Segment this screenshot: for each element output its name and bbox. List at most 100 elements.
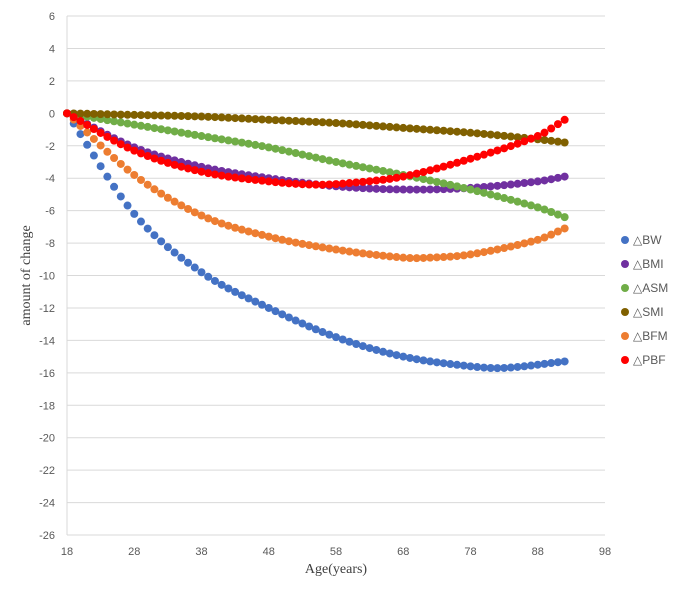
data-point <box>553 120 562 129</box>
data-point <box>466 250 475 259</box>
data-point <box>298 180 307 189</box>
data-point <box>560 172 569 181</box>
legend-label: △BMI <box>633 257 664 271</box>
data-point <box>358 342 367 351</box>
data-point <box>136 175 145 184</box>
data-point <box>493 245 502 254</box>
data-point <box>439 253 448 262</box>
data-point <box>190 263 199 272</box>
data-point <box>419 125 428 134</box>
data-point <box>426 166 435 175</box>
data-point <box>190 208 199 217</box>
data-point <box>513 179 522 188</box>
y-tick-label: -6 <box>45 206 55 218</box>
data-point <box>237 138 246 147</box>
data-point <box>298 239 307 248</box>
data-point <box>365 164 374 173</box>
data-point <box>345 119 354 128</box>
data-point <box>453 127 462 136</box>
data-point <box>399 172 408 181</box>
data-point <box>453 252 462 261</box>
data-point <box>527 361 536 370</box>
data-point <box>338 335 347 344</box>
data-point <box>533 203 542 212</box>
data-point <box>412 254 421 263</box>
data-point <box>89 151 98 160</box>
data-point <box>130 170 139 179</box>
y-tick-label: -18 <box>39 400 55 412</box>
data-point <box>116 192 125 201</box>
data-point <box>123 165 132 174</box>
data-point <box>365 177 374 186</box>
data-point <box>547 208 556 217</box>
data-point <box>264 232 273 241</box>
data-point <box>540 205 549 214</box>
data-point <box>305 180 314 189</box>
data-point <box>318 180 327 189</box>
data-point <box>210 170 219 179</box>
y-axis-title: amount of change <box>19 225 34 325</box>
data-point <box>479 188 488 197</box>
data-point <box>520 239 529 248</box>
data-point <box>513 139 522 148</box>
data-point <box>284 313 293 322</box>
data-point <box>419 185 428 194</box>
x-tick-label: 28 <box>128 546 140 558</box>
data-point <box>486 363 495 372</box>
data-point <box>426 253 435 262</box>
data-point <box>278 146 287 155</box>
data-point <box>439 179 448 188</box>
data-point <box>244 227 253 236</box>
data-point <box>533 235 542 244</box>
data-point <box>291 238 300 247</box>
data-point <box>298 319 307 328</box>
data-point <box>560 224 569 233</box>
y-tick-label: -24 <box>39 498 55 510</box>
data-point <box>244 175 253 184</box>
data-point <box>217 219 226 228</box>
data-point <box>83 128 92 137</box>
x-tick-label: 88 <box>532 546 544 558</box>
data-point <box>150 124 159 133</box>
data-point <box>513 240 522 249</box>
x-tick-label: 98 <box>599 546 611 558</box>
data-point <box>405 185 414 194</box>
data-point <box>258 142 267 151</box>
data-point <box>332 119 340 128</box>
data-point <box>305 241 314 250</box>
data-point <box>210 113 219 122</box>
data-point <box>453 182 462 191</box>
data-point <box>332 333 340 342</box>
data-point <box>163 126 172 135</box>
data-point <box>251 229 260 238</box>
data-point <box>163 193 172 202</box>
data-point <box>69 113 78 122</box>
data-point <box>197 167 206 176</box>
data-point <box>237 174 246 183</box>
data-point <box>96 110 105 119</box>
data-point <box>426 176 435 185</box>
data-point <box>271 116 280 125</box>
data-point <box>540 233 549 242</box>
data-point <box>63 109 71 118</box>
data-point <box>473 363 482 372</box>
data-point <box>150 154 159 163</box>
data-point <box>486 182 495 191</box>
data-point <box>204 214 213 223</box>
data-point <box>271 144 280 153</box>
x-axis-title: Age(years) <box>305 562 368 577</box>
data-point <box>405 254 414 263</box>
data-point <box>486 148 495 157</box>
data-point <box>284 179 293 188</box>
data-point <box>332 245 340 254</box>
data-point <box>439 126 448 135</box>
data-point <box>358 163 367 172</box>
data-point <box>157 237 166 246</box>
data-point <box>170 248 179 257</box>
y-tick-label: -2 <box>45 141 55 153</box>
data-point <box>278 235 287 244</box>
data-point <box>170 111 179 120</box>
data-point <box>96 162 105 171</box>
x-tick-label: 18 <box>61 546 73 558</box>
data-point <box>419 253 428 262</box>
